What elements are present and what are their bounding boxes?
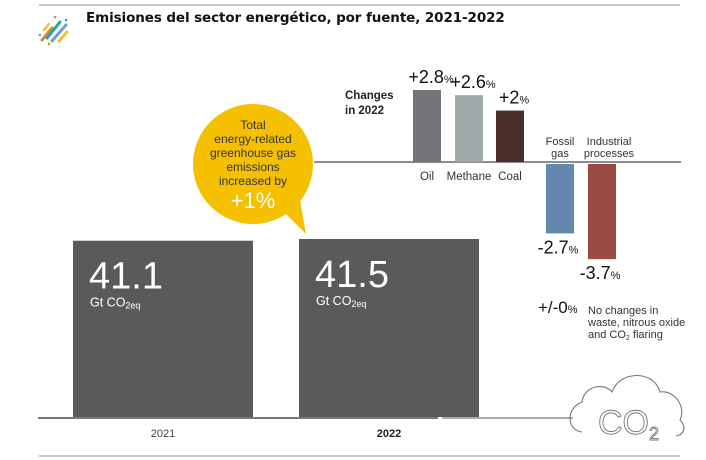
no-change-value: +/-0% — [538, 298, 578, 317]
change-bar-oil — [413, 90, 441, 162]
co2-cloud-text: CO2 — [598, 404, 659, 444]
change-value-label: +2.8% — [408, 67, 454, 87]
no-change-note: waste, nitrous oxide — [587, 317, 685, 329]
change-bar-fossil_gas — [546, 164, 574, 234]
callout-text-line: Total — [240, 118, 265, 132]
total-value-label: 41.5 — [315, 254, 389, 296]
callout-text-line: greenhouse gas — [210, 146, 296, 160]
change-bar-methane — [455, 95, 483, 162]
no-change-note: No changes in — [588, 305, 658, 317]
change-category-label: Fossil — [546, 136, 575, 148]
change-value-label: -3.7% — [580, 263, 621, 283]
change-category-label: Industrial — [587, 136, 632, 148]
change-category-label: Methane — [447, 171, 492, 183]
change-bar-industrial_processes — [588, 164, 616, 260]
changes-title: Changes — [345, 90, 394, 102]
change-category-label: Coal — [498, 171, 522, 183]
change-value-label: +2% — [499, 88, 530, 108]
callout-bubble — [193, 104, 313, 224]
callout-text-line: increased by — [219, 174, 287, 188]
total-unit-label: Gt CO2eq — [316, 294, 366, 309]
total-unit-label: Gt CO2eq — [90, 296, 140, 311]
total-value-label: 41.1 — [89, 256, 163, 298]
change-category-label: processes — [584, 148, 635, 160]
chart-title: Emisiones del sector energético, por fue… — [86, 10, 505, 26]
changes-title: in 2022 — [345, 105, 384, 117]
year-tick-label: 2022 — [377, 428, 401, 440]
change-value-label: -2.7% — [538, 237, 579, 257]
change-bar-coal — [496, 110, 524, 162]
callout-value: +1% — [231, 188, 276, 213]
callout-text-line: energy-related — [214, 132, 291, 146]
top-rule — [39, 4, 680, 6]
no-change-note: and CO2 flaring — [588, 329, 663, 342]
change-category-label: Oil — [420, 171, 434, 183]
co2-cloud-icon — [569, 375, 685, 437]
change-value-label: +2.6% — [450, 72, 496, 92]
change-category-label: gas — [551, 148, 569, 160]
total-bar-2022 — [299, 239, 479, 417]
year-tick-label: 2021 — [151, 428, 175, 440]
callout-bubble-tail — [286, 200, 306, 234]
callout-text-line: emissions — [226, 160, 279, 174]
total-bar-2021 — [73, 240, 253, 417]
bottom-rule — [39, 455, 680, 457]
